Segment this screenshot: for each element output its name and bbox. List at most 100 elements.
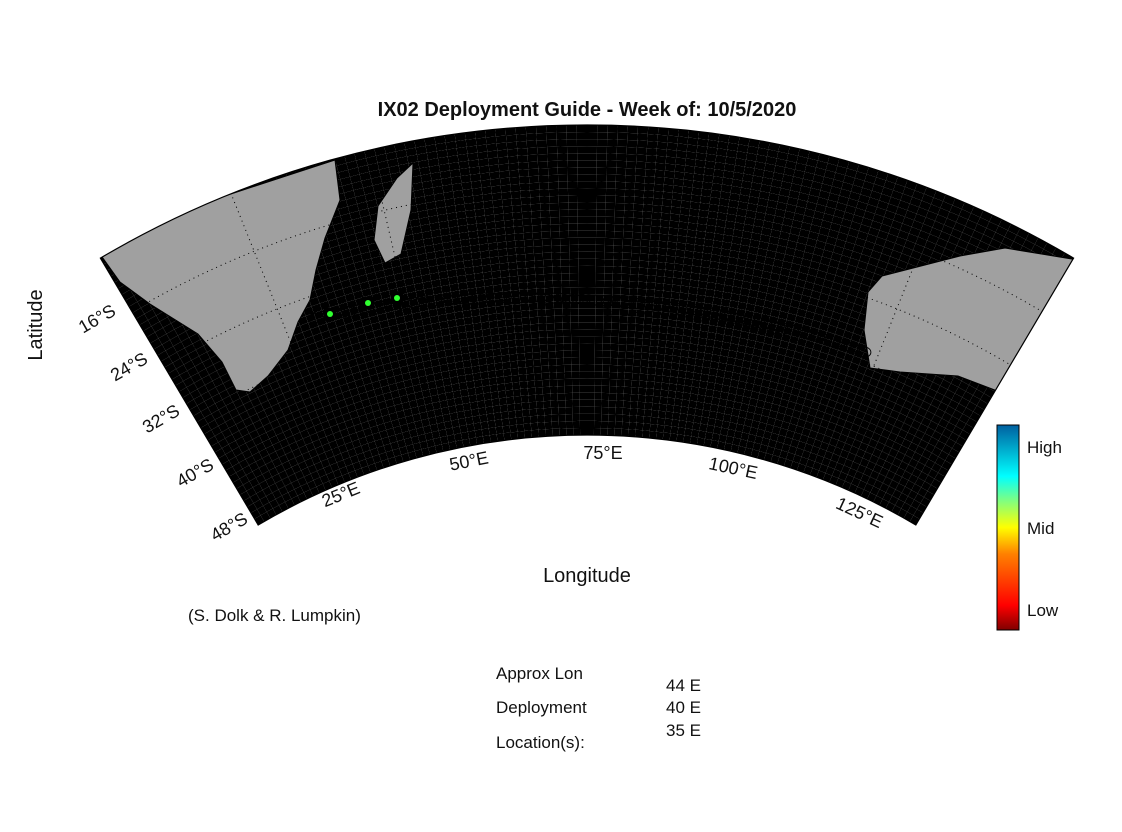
field-cell <box>509 169 520 178</box>
field-cell <box>950 228 963 239</box>
field-cell <box>682 179 694 188</box>
field-cell <box>732 401 742 410</box>
field-cell <box>559 209 569 217</box>
field-cell <box>819 374 830 384</box>
field-cell <box>769 186 781 195</box>
field-cell <box>560 259 570 267</box>
field-cell <box>472 258 482 267</box>
field-cell <box>617 351 626 359</box>
field-cell <box>758 284 769 294</box>
field-cell <box>704 231 715 241</box>
field-cell <box>638 267 648 276</box>
field-cell <box>299 345 310 355</box>
field-cell <box>315 287 326 297</box>
field-cell <box>232 430 243 441</box>
field-cell <box>377 342 387 352</box>
field-cell <box>458 282 468 291</box>
field-cell <box>417 210 429 219</box>
field-cell <box>408 451 417 460</box>
field-cell <box>343 345 354 355</box>
field-cell <box>768 279 779 289</box>
field-cell <box>733 430 743 440</box>
field-cell <box>504 311 514 320</box>
field-cell <box>595 266 605 274</box>
field-cell <box>944 218 957 229</box>
field-cell <box>688 130 700 139</box>
field-cell <box>309 371 320 382</box>
field-cell <box>333 340 344 351</box>
field-cell <box>259 432 270 443</box>
field-cell <box>307 464 318 474</box>
field-cell <box>372 183 384 193</box>
field-cell <box>881 444 892 455</box>
field-cell <box>646 381 655 389</box>
track-point <box>379 300 393 312</box>
field-cell <box>440 327 450 337</box>
field-cell <box>461 245 472 255</box>
field-cell <box>851 378 862 388</box>
field-cell <box>569 266 579 274</box>
field-cell <box>748 196 759 205</box>
field-cell <box>282 444 293 455</box>
field-cell <box>725 435 734 445</box>
field-cell <box>194 378 205 390</box>
field-cell <box>441 442 450 452</box>
field-cell <box>527 154 538 163</box>
field-cell <box>680 285 690 294</box>
field-cell <box>307 342 318 352</box>
field-cell <box>717 362 727 371</box>
field-cell <box>636 154 647 163</box>
track-point <box>561 293 575 305</box>
field-cell <box>487 420 496 429</box>
field-cell <box>540 358 549 366</box>
field-cell <box>853 416 863 427</box>
field-cell <box>463 195 474 204</box>
field-cell <box>419 267 430 276</box>
field-cell <box>774 441 784 451</box>
field-cell <box>342 367 353 377</box>
field-cell <box>421 317 432 326</box>
field-cell <box>738 137 750 146</box>
field-cell <box>432 329 442 338</box>
field-cell <box>752 348 762 357</box>
field-cell <box>890 425 901 436</box>
field-cell <box>621 259 631 268</box>
field-cell <box>218 422 229 433</box>
field-cell <box>728 386 738 395</box>
field-cell <box>556 139 567 147</box>
field-cell <box>654 374 663 383</box>
field-cell <box>686 144 698 153</box>
field-cell <box>606 153 617 161</box>
field-cell <box>785 349 795 359</box>
field-cell <box>712 176 724 185</box>
field-cell <box>603 315 612 323</box>
field-cell <box>424 287 434 297</box>
field-cell <box>953 245 966 256</box>
field-cell <box>305 335 316 346</box>
field-cell <box>659 396 668 405</box>
field-cell <box>255 474 266 484</box>
field-cell <box>737 144 749 153</box>
x-axis-label: Longitude <box>543 565 631 587</box>
field-cell <box>531 337 540 346</box>
field-cell <box>803 443 813 453</box>
field-cell <box>540 217 551 225</box>
field-cell <box>596 188 607 196</box>
field-cell <box>256 426 267 436</box>
field-cell <box>562 308 571 316</box>
field-cell <box>852 274 864 284</box>
field-cell <box>291 479 301 490</box>
field-cell <box>454 397 463 406</box>
field-cell <box>645 162 656 170</box>
field-cell <box>679 356 689 365</box>
field-cell <box>634 337 643 346</box>
field-cell <box>644 183 655 191</box>
field-cell <box>488 164 500 173</box>
field-cell <box>253 419 264 430</box>
field-cell <box>625 168 636 176</box>
track-point <box>568 293 582 305</box>
field-cell <box>577 167 587 175</box>
field-cell <box>679 207 690 216</box>
field-cell <box>332 252 344 262</box>
field-cell <box>752 442 762 452</box>
